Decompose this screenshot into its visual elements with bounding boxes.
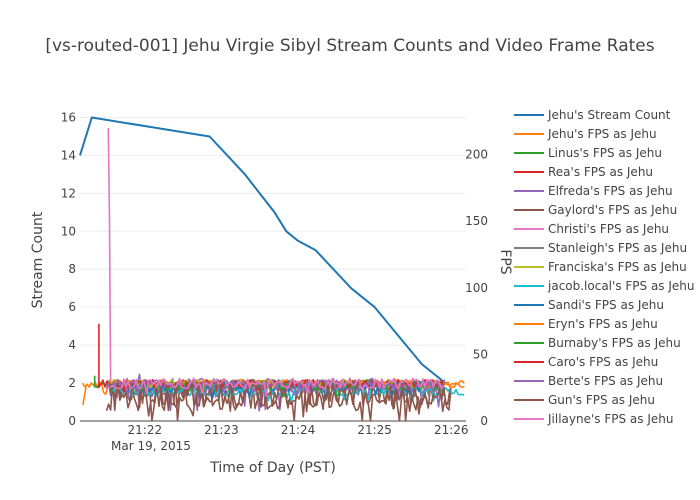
legend: Jehu's Stream Count Jehu's FPS as Jehu Lin… bbox=[514, 108, 695, 426]
legend-item[interactable]: Franciska's FPS as Jehu bbox=[548, 260, 687, 274]
legend-item[interactable]: Sandi's FPS as Jehu bbox=[548, 298, 664, 312]
y-tick-label: 6 bbox=[68, 300, 76, 314]
x-axis-title: Time of Day (PST) bbox=[209, 460, 336, 476]
chart-title: [vs-routed-001] Jehu Virgie Sibyl Stream… bbox=[45, 36, 654, 56]
x-tick-label: 21:26 bbox=[434, 423, 469, 437]
y2-tick-label: 100 bbox=[465, 281, 488, 295]
legend-item[interactable]: Rea's FPS as Jehu bbox=[548, 165, 653, 179]
legend-item[interactable]: Jehu's FPS as Jehu bbox=[547, 127, 657, 141]
legend-item[interactable]: Burnaby's FPS as Jehu bbox=[548, 336, 681, 350]
y-axis: 0 2 4 6 8 10 12 14 16 bbox=[61, 110, 76, 428]
y-tick-label: 8 bbox=[68, 262, 76, 276]
legend-item[interactable]: jacob.local's FPS as Jehu bbox=[547, 279, 695, 293]
series-line bbox=[105, 381, 452, 422]
y-tick-label: 4 bbox=[68, 338, 76, 352]
legend-item[interactable]: Caro's FPS as Jehu bbox=[548, 355, 658, 369]
y2-axis-title: FPS bbox=[497, 249, 513, 274]
y2-axis: 0 50 100 150 200 bbox=[465, 148, 488, 428]
x-date-label: Mar 19, 2015 bbox=[111, 439, 191, 453]
x-tick-label: 21:22 bbox=[128, 423, 163, 437]
legend-item[interactable]: Gun's FPS as Jehu bbox=[548, 393, 655, 407]
legend-item[interactable]: Jehu's Stream Count bbox=[547, 108, 671, 122]
x-axis: 21:22 21:23 21:24 21:25 21:26 bbox=[128, 423, 469, 437]
legend-item[interactable]: Jillayne's FPS as Jehu bbox=[547, 412, 673, 426]
y-tick-label: 12 bbox=[61, 186, 76, 200]
y-axis-title: Stream Count bbox=[30, 211, 46, 308]
series-line bbox=[108, 381, 451, 422]
y-tick-label: 14 bbox=[61, 148, 76, 162]
legend-item[interactable]: Gaylord's FPS as Jehu bbox=[548, 203, 677, 217]
plot-area bbox=[79, 116, 465, 422]
y2-tick-label: 150 bbox=[465, 214, 488, 228]
series-line bbox=[107, 127, 445, 395]
legend-item[interactable]: Linus's FPS as Jehu bbox=[548, 146, 662, 160]
x-tick-label: 21:25 bbox=[357, 423, 392, 437]
series-line bbox=[109, 377, 445, 397]
y-tick-label: 10 bbox=[61, 224, 76, 238]
y-tick-label: 2 bbox=[68, 376, 76, 390]
y-tick-label: 16 bbox=[61, 110, 76, 124]
legend-item[interactable]: Berte's FPS as Jehu bbox=[548, 374, 663, 388]
y2-tick-label: 50 bbox=[473, 347, 488, 361]
x-tick-label: 21:23 bbox=[204, 423, 239, 437]
legend-item[interactable]: Elfreda's FPS as Jehu bbox=[548, 184, 673, 198]
series-line bbox=[79, 116, 447, 384]
x-tick-label: 21:24 bbox=[281, 423, 316, 437]
grid bbox=[80, 116, 466, 422]
legend-item[interactable]: Christi's FPS as Jehu bbox=[548, 222, 669, 236]
y2-tick-label: 200 bbox=[465, 148, 488, 162]
legend-item[interactable]: Eryn's FPS as Jehu bbox=[548, 317, 658, 331]
y-tick-label: 0 bbox=[68, 414, 76, 428]
y2-tick-label: 0 bbox=[480, 414, 488, 428]
legend-item[interactable]: Stanleigh's FPS as Jehu bbox=[548, 241, 687, 255]
